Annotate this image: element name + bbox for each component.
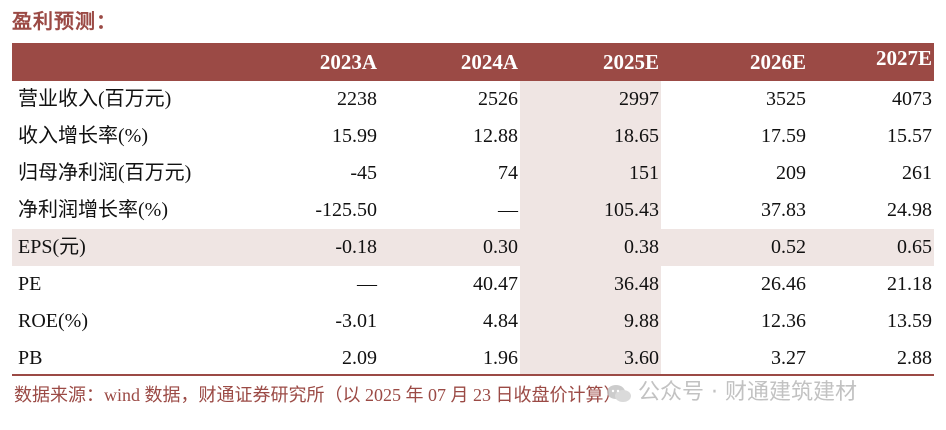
table-row: PB 2.09 1.96 3.60 3.27 2.88 [12,340,934,377]
cell-value: 0.65 [897,236,932,258]
cell-value: 2.09 [342,347,377,369]
source-note: 数据来源：wind 数据，财通证券研究所（以 2025 年 07 月 23 日收… [14,385,622,405]
cell-value: -0.18 [335,236,377,258]
row-label: EPS(元) [18,236,86,258]
cell-value: 151 [629,162,659,184]
row-label: PE [18,273,42,295]
row-label: PB [18,347,43,369]
cell-value: 37.83 [761,199,806,221]
table-row: EPS(元) -0.18 0.30 0.38 0.52 0.65 [12,229,934,266]
cell-value: 3525 [766,88,806,110]
cell-value: 4.84 [483,310,518,332]
header-2027e: 2027E [875,46,932,70]
cell-value: 0.52 [771,236,806,258]
cell-value: 74 [498,162,518,184]
cell-value: — [498,199,518,221]
cell-value: 15.57 [887,125,932,147]
cell-value: 2.88 [897,347,932,369]
cell-value: 2526 [478,88,518,110]
page-title: 盈利预测： [12,11,117,33]
header-2023a: 2023A [319,50,377,74]
row-label: ROE(%) [18,310,88,332]
cell-value: 12.88 [473,125,518,147]
cell-value: 2997 [619,88,659,110]
table-row: ROE(%) -3.01 4.84 9.88 12.36 13.59 [12,303,934,340]
table-row: 收入增长率(%) 15.99 12.88 18.65 17.59 15.57 [12,118,934,155]
cell-value: -3.01 [335,310,377,332]
cell-value: 209 [776,162,806,184]
table-header: 2023A 2024A 2025E 2026E 2027E [12,43,934,81]
forecast-column-highlight [520,81,661,376]
cell-value: 13.59 [887,310,932,332]
header-2024a: 2024A [460,50,518,74]
cell-value: 15.99 [332,125,377,147]
cell-value: 0.38 [624,236,659,258]
cell-value: 36.48 [614,273,659,295]
row-label: 营业收入(百万元) [18,88,172,110]
header-2025e: 2025E [602,50,659,74]
cell-value: 24.98 [887,199,932,221]
watermark: 公众号 · 财通建筑建材 [606,378,857,408]
cell-value: 12.36 [761,310,806,332]
wechat-icon [606,383,632,403]
cell-value: 3.27 [771,347,806,369]
row-label: 收入增长率(%) [18,125,148,147]
cell-value: 105.43 [604,199,659,221]
row-label: 净利润增长率(%) [18,199,168,221]
cell-value: 1.96 [483,347,518,369]
cell-value: 0.30 [483,236,518,258]
watermark-text: 公众号 · 财通建筑建材 [638,380,857,405]
cell-value: 3.60 [624,347,659,369]
cell-value: 18.65 [614,125,659,147]
row-label: 归母净利润(百万元) [18,162,192,184]
cell-value: 9.88 [624,310,659,332]
cell-value: — [357,273,377,295]
cell-value: -125.50 [315,199,377,221]
table-row: 营业收入(百万元) 2238 2526 2997 3525 4073 [12,81,934,118]
table-row: PE — 40.47 36.48 26.46 21.18 [12,266,934,303]
cell-value: 26.46 [761,273,806,295]
table-row: 净利润增长率(%) -125.50 — 105.43 37.83 24.98 [12,192,934,229]
table-bottom-rule [12,374,934,376]
cell-value: 17.59 [761,125,806,147]
cell-value: 21.18 [887,273,932,295]
table-row: 归母净利润(百万元) -45 74 151 209 261 [12,155,934,192]
cell-value: -45 [350,162,377,184]
cell-value: 261 [902,162,932,184]
row-highlight-eps [12,229,934,266]
header-2026e: 2026E [749,50,806,74]
cell-value: 2238 [337,88,377,110]
cell-value: 40.47 [473,273,518,295]
cell-value: 4073 [892,88,932,110]
